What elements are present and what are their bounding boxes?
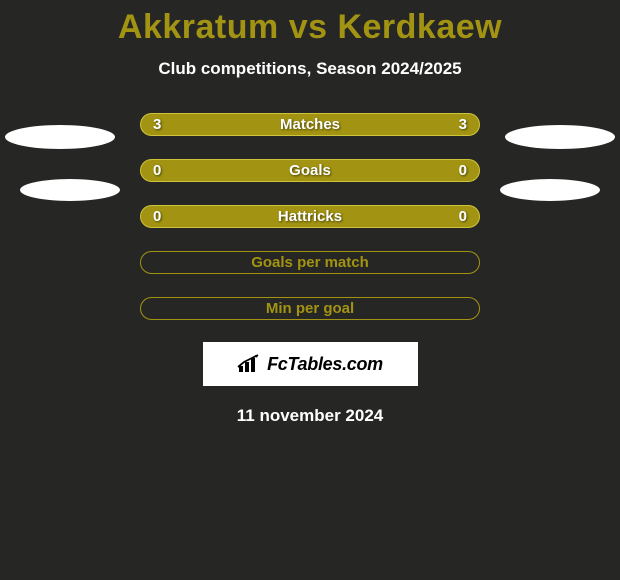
branding-box: FcTables.com — [203, 342, 418, 386]
title-vs: vs — [289, 8, 328, 46]
stat-row-hattricks: 0 Hattricks 0 — [140, 205, 480, 228]
subtitle: Club competitions, Season 2024/2025 — [0, 59, 620, 79]
stat-label: Goals — [289, 162, 331, 179]
stat-row-min-per-goal: Min per goal — [140, 297, 480, 320]
branding-text: FcTables.com — [267, 354, 383, 375]
stat-value-right: 0 — [459, 162, 467, 179]
stat-row-goals: 0 Goals 0 — [140, 159, 480, 182]
stat-value-right: 0 — [459, 208, 467, 225]
avatar-right-top — [505, 125, 615, 149]
chart-icon — [237, 354, 261, 374]
avatar-left-top — [5, 125, 115, 149]
stat-row-matches: 3 Matches 3 — [140, 113, 480, 136]
stat-value-left: 3 — [153, 116, 161, 133]
stat-row-goals-per-match: Goals per match — [140, 251, 480, 274]
avatar-right-bottom — [500, 179, 600, 201]
player-right-name: Kerdkaew — [337, 8, 502, 46]
stat-label: Goals per match — [251, 254, 369, 271]
stat-label: Matches — [280, 116, 340, 133]
player-left-name: Akkratum — [118, 8, 279, 46]
stat-value-left: 0 — [153, 162, 161, 179]
footer-date: 11 november 2024 — [0, 406, 620, 426]
stat-value-left: 0 — [153, 208, 161, 225]
avatar-left-bottom — [20, 179, 120, 201]
stat-value-right: 3 — [459, 116, 467, 133]
stat-label: Hattricks — [278, 208, 342, 225]
stat-label: Min per goal — [266, 300, 354, 317]
page-title: Akkratum vs Kerdkaew — [0, 0, 620, 47]
